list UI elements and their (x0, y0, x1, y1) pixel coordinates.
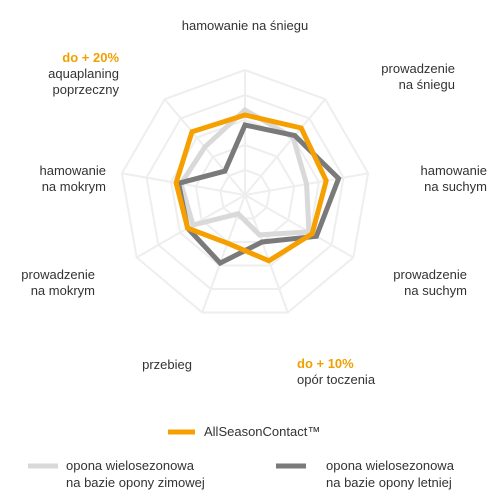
axis-label: do + 10% opór toczenia (297, 356, 376, 387)
grid-spoke (244, 98, 327, 196)
axis-highlight-label: do + 20% (62, 50, 119, 65)
legend-label-line: opona wielosezonowa (66, 458, 195, 473)
axis-highlight-label: do + 10% (297, 356, 354, 371)
axis-label-line: prowadzenie (21, 267, 95, 282)
legend-label: AllSeasonContact™ (204, 424, 320, 439)
axis-label-line: opór toczenia (297, 372, 376, 387)
axis-label-line: na suchym (404, 283, 467, 298)
legend-label: opona wielosezonowa na bazie opony zimowe… (66, 458, 205, 490)
legend-label-line: opona wielosezonowa (326, 458, 455, 473)
grid-ring (145, 93, 345, 290)
axis-label: prowadzenie na mokrym (21, 267, 95, 298)
axis-label: prowadzenie na śniegu (381, 61, 455, 92)
axis-label-line: hamowanie (421, 163, 488, 178)
axis-label-line: aquaplaning (48, 66, 119, 81)
legend-label: opona wielosezonowa na bazie opony letnie… (326, 458, 455, 490)
axis-label: do + 20% aquaplaning poprzeczny (48, 50, 119, 97)
series-line-1 (178, 106, 312, 238)
axis-label: przebieg (142, 357, 192, 372)
grid-ring (194, 143, 296, 243)
legend-label-line: AllSeasonContact™ (204, 424, 320, 439)
axis-label-line: na mokrym (31, 283, 95, 298)
axis-label-line: na suchym (424, 179, 487, 194)
axis-label: hamowanie na mokrym (40, 163, 107, 194)
axis-label: hamowanie na śniegu (182, 18, 308, 33)
legend: AllSeasonContact™ opona wielosezonowa na b… (28, 424, 455, 490)
legend-label-line: na bazie opony zimowej (66, 475, 205, 490)
axis-label: prowadzenie na suchym (393, 267, 467, 298)
radar-series (173, 106, 342, 267)
grid-spoke (244, 194, 289, 313)
grid-spoke (244, 194, 354, 259)
legend-label-line: na bazie opony letniej (326, 475, 452, 490)
grid-ring (120, 68, 370, 314)
axis-label-line: przebieg (142, 357, 192, 372)
axis-label-line: poprzeczny (53, 82, 120, 97)
series-line-3 (173, 112, 329, 264)
axis-label-line: prowadzenie (381, 61, 455, 76)
axis-label-line: na śniegu (399, 77, 455, 92)
axis-label: hamowanie na suchym (421, 163, 488, 194)
axis-label-line: hamowanie na śniegu (182, 18, 308, 33)
axis-label-line: na mokrym (42, 179, 106, 194)
axis-label-line: hamowanie (40, 163, 107, 178)
axis-label-line: prowadzenie (393, 267, 467, 282)
